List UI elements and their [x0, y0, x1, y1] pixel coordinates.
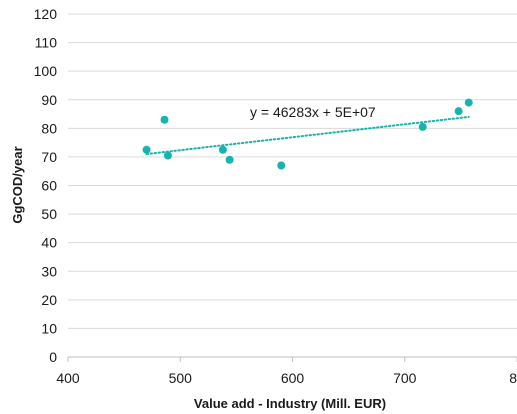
data-point	[225, 155, 234, 164]
trendline	[145, 115, 470, 156]
y-tick-label: 70	[41, 149, 57, 165]
y-tick-label: 30	[41, 263, 57, 279]
y-tick-label: 80	[41, 120, 57, 136]
x-tick-label: 8	[509, 370, 517, 386]
y-tick-labels: 0 10 20 30 40 50 60 70 80 90 100 110 120	[34, 6, 58, 365]
x-tick-label: 700	[393, 370, 417, 386]
data-point	[277, 161, 286, 170]
data-points	[142, 98, 473, 170]
y-tick-label: 10	[41, 320, 57, 336]
axes	[67, 356, 517, 362]
y-tick-label: 100	[34, 63, 58, 79]
y-tick-label: 110	[35, 35, 58, 51]
data-point	[163, 151, 172, 160]
y-tick-label: 0	[49, 349, 57, 365]
y-tick-label: 90	[41, 92, 57, 108]
data-point	[218, 145, 227, 154]
data-point	[464, 98, 473, 107]
x-axis-title: Value add - Industry (Mill. EUR)	[194, 396, 386, 411]
data-point	[142, 145, 151, 154]
y-tick-label: 50	[41, 206, 57, 222]
y-tick-label: 120	[34, 6, 58, 22]
y-tick-label: 40	[41, 235, 57, 251]
y-tick-label: 60	[41, 178, 57, 194]
data-point	[160, 115, 169, 124]
x-tick-labels: 400 500 600 700 8	[56, 370, 517, 386]
x-tick-label: 600	[281, 370, 305, 386]
data-point	[418, 122, 427, 131]
x-tick-label: 500	[169, 370, 193, 386]
trendline-equation: y = 46283x + 5E+07	[250, 104, 376, 120]
trendline-group	[145, 115, 470, 156]
y-tick-label: 20	[41, 292, 57, 308]
gridlines	[68, 13, 517, 329]
x-tick-label: 400	[56, 370, 80, 386]
data-point	[454, 107, 463, 116]
y-axis-title: GgCOD/year	[10, 146, 25, 223]
